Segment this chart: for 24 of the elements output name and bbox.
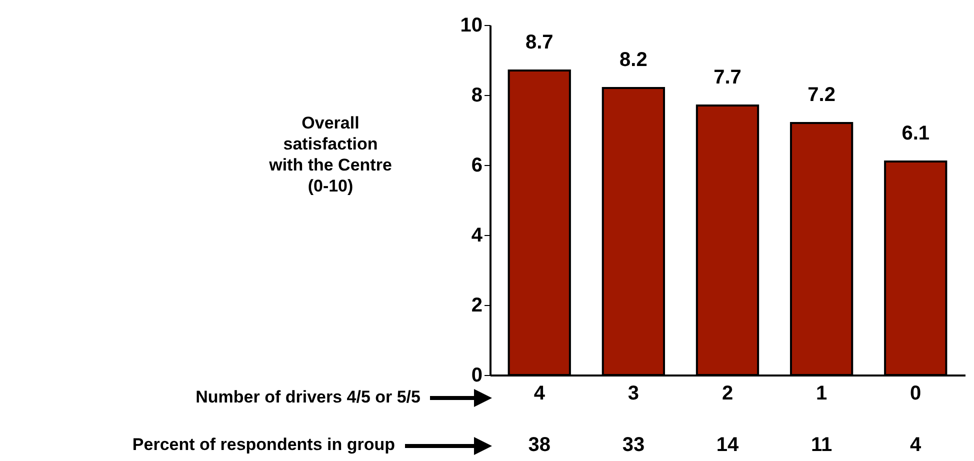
y-tick-label: 6	[471, 154, 482, 176]
text: 14	[716, 434, 740, 456]
y-axis-title: Overall satisfaction with the Centre (0-10)	[268, 114, 392, 196]
text: 11	[810, 434, 832, 456]
y-tick-label: 8	[471, 84, 482, 106]
text: 33	[622, 434, 645, 456]
data-label: 7.7	[714, 66, 742, 88]
data-label: 6.1	[902, 122, 930, 144]
data-label: 7.2	[808, 84, 836, 106]
data-label: 8.7	[525, 32, 554, 54]
x-tick-label: 3	[628, 382, 640, 404]
data-label: 8.2	[620, 49, 648, 71]
x-axis-title: Number of drivers 4/5 or 5/5	[196, 388, 420, 406]
y-tick-label: 10	[460, 14, 482, 36]
x-tick-label: 1	[816, 382, 828, 404]
text: Percent of respondents in group	[132, 435, 395, 454]
y-tick-label: 2	[471, 294, 482, 316]
x-tick-label: 0	[910, 382, 922, 404]
x-tick-label: 2	[722, 382, 734, 404]
y-tick-label: 4	[471, 224, 484, 246]
y-tick-label: 0	[471, 364, 482, 386]
text: 38	[528, 434, 551, 456]
x-tick-label: 4	[534, 382, 546, 404]
text: 4	[910, 434, 922, 456]
